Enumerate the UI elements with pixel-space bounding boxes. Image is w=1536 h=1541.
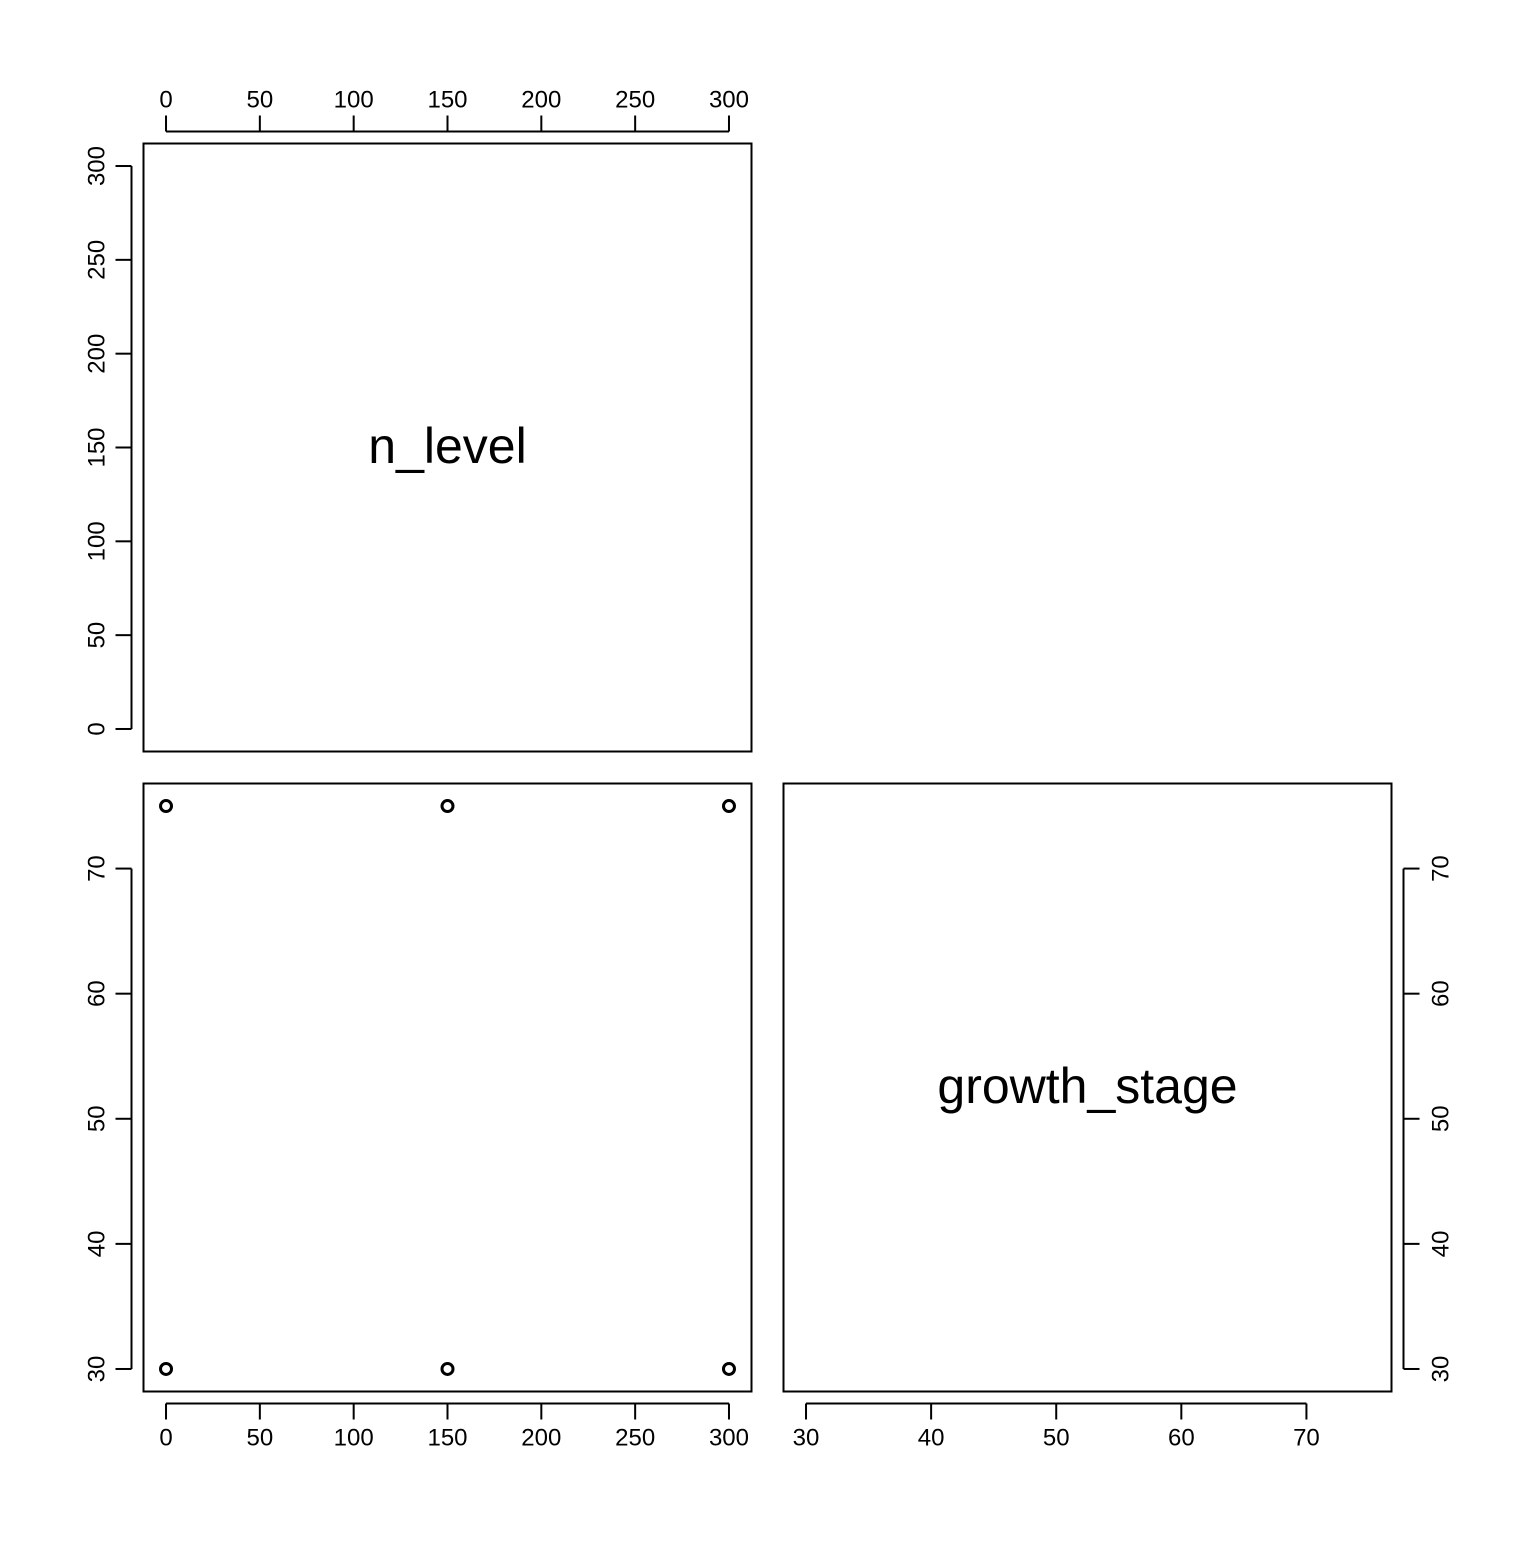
data-point [440, 799, 455, 814]
axis-right-growth_stage: 30 40 50 60 70 [1402, 855, 1455, 1383]
tick-label: 0 [159, 1425, 172, 1452]
scatter-panel-n-level-vs-growth-stage [142, 782, 753, 1393]
tick-label: 250 [84, 240, 111, 280]
tick-label: 50 [1043, 1425, 1070, 1452]
tick-label: 50 [246, 1425, 273, 1452]
axis-left-n_level: 0 50 100 150 200 250 300 [84, 146, 133, 736]
panel-frame [782, 782, 1393, 1393]
tick-label: 50 [1428, 1105, 1455, 1132]
tick-label: 60 [84, 980, 111, 1007]
tick-label: 300 [709, 87, 749, 114]
data-points [159, 799, 736, 1376]
tick-label: 200 [84, 334, 111, 374]
tick-label: 200 [521, 87, 561, 114]
tick-label: 150 [427, 1425, 467, 1452]
tick-label: 30 [793, 1425, 820, 1452]
tick-label: 50 [84, 622, 111, 649]
tick-label: 70 [1293, 1425, 1320, 1452]
tick-label: 250 [615, 87, 655, 114]
tick-label: 70 [1428, 855, 1455, 882]
diagonal-panel-n-level: n_level [142, 142, 753, 753]
tick-label: 0 [84, 722, 111, 735]
tick-label: 100 [84, 521, 111, 561]
panel-frame [142, 782, 753, 1393]
axis-bottom-n_level: 0 50 100 150 200 250 300 [159, 1402, 749, 1452]
axis-top-n_level: 0 50 100 150 200 250 300 [159, 87, 749, 133]
tick-label: 60 [1428, 980, 1455, 1007]
tick-label: 70 [84, 855, 111, 882]
tick-label: 150 [427, 87, 467, 114]
variable-label-n-level: n_level [368, 418, 526, 474]
variable-label-growth-stage: growth_stage [937, 1058, 1237, 1114]
tick-label: 50 [84, 1105, 111, 1132]
tick-label: 40 [918, 1425, 945, 1452]
tick-label: 50 [246, 87, 273, 114]
panel-frame [142, 142, 753, 753]
axis-left-growth_stage: 30 40 50 60 70 [84, 855, 133, 1383]
data-point [159, 1361, 174, 1376]
data-point [159, 799, 174, 814]
data-point [721, 799, 736, 814]
axes: 0 50 100 150 200 250 300 0 50 100 150 200 250 300 0 50 1… [84, 87, 1455, 1452]
tick-label: 40 [1428, 1231, 1455, 1258]
tick-label: 60 [1168, 1425, 1195, 1452]
tick-label: 150 [84, 427, 111, 467]
data-point [440, 1361, 455, 1376]
tick-label: 0 [159, 87, 172, 114]
tick-label: 200 [521, 1425, 561, 1452]
tick-label: 100 [334, 1425, 374, 1452]
data-point [721, 1361, 736, 1376]
tick-label: 300 [709, 1425, 749, 1452]
tick-label: 100 [334, 87, 374, 114]
diagonal-panel-growth-stage: growth_stage [782, 782, 1393, 1393]
tick-label: 250 [615, 1425, 655, 1452]
tick-label: 40 [84, 1231, 111, 1258]
tick-label: 30 [1428, 1356, 1455, 1383]
tick-label: 30 [84, 1356, 111, 1383]
tick-label: 300 [84, 146, 111, 186]
axis-bottom-growth_stage: 30 40 50 60 70 [793, 1402, 1320, 1452]
